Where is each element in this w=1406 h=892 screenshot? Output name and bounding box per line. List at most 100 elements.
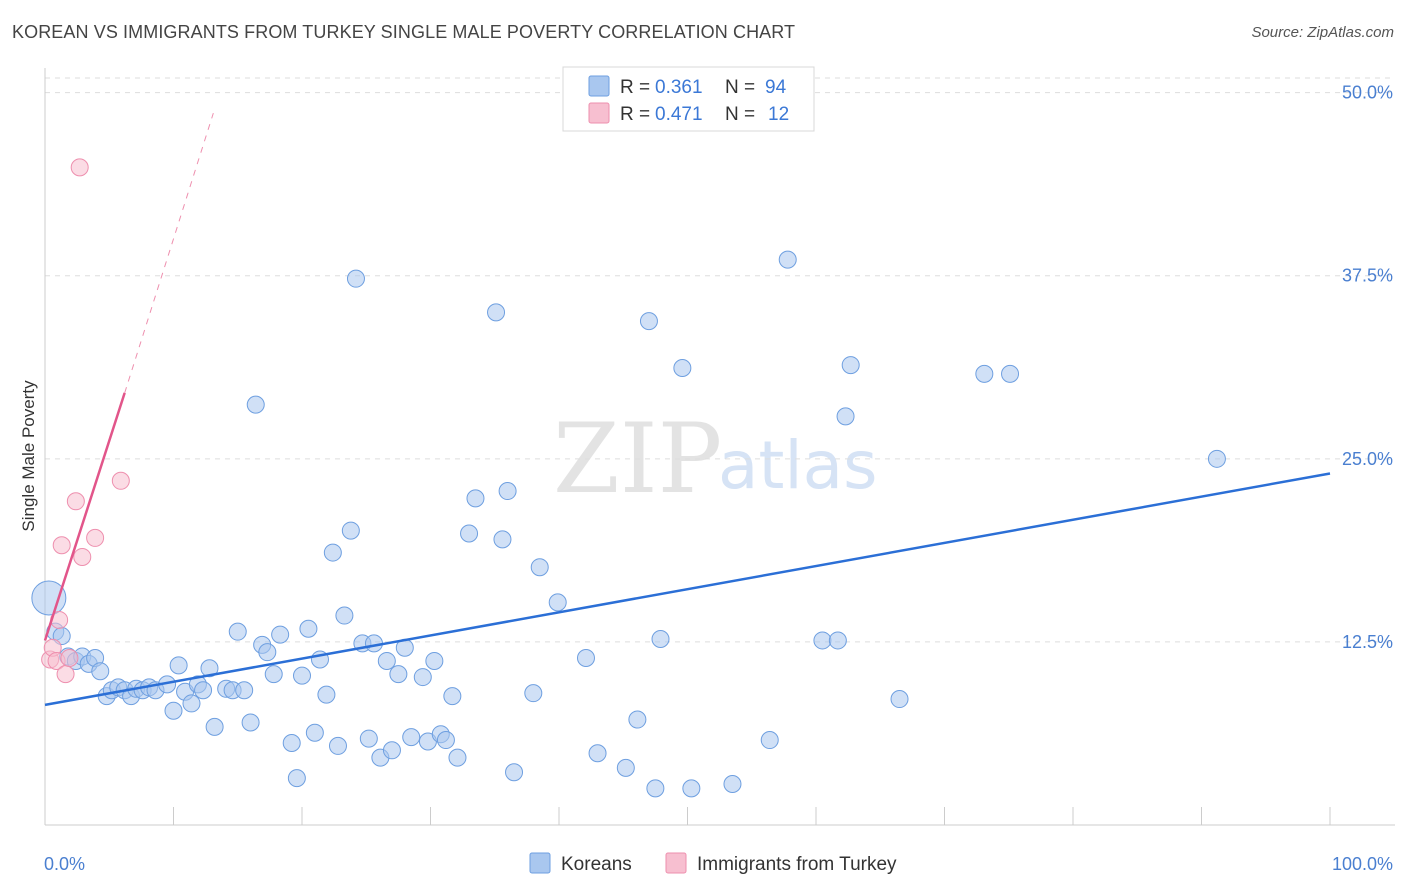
data-point-koreans xyxy=(841,356,860,375)
data-point-koreans xyxy=(346,269,365,288)
data-point-koreans xyxy=(760,731,779,750)
data-point-turkey xyxy=(66,492,85,511)
data-point-koreans xyxy=(975,364,994,383)
data-point-koreans xyxy=(548,593,567,612)
y-tick-label: 37.5% xyxy=(1342,266,1393,286)
data-point-turkey xyxy=(73,547,92,566)
data-point-koreans xyxy=(91,662,110,681)
data-point-koreans xyxy=(487,303,506,322)
legend-swatch-turkey xyxy=(588,102,610,124)
data-point-koreans xyxy=(1207,449,1226,468)
trend-line-turkey-extension xyxy=(124,113,214,394)
trend-line-koreans xyxy=(44,472,1331,707)
data-point-koreans xyxy=(443,687,462,706)
legend-swatch-koreans xyxy=(588,75,610,97)
data-point-koreans xyxy=(402,728,421,747)
data-point-koreans xyxy=(164,701,183,720)
data-point-koreans xyxy=(299,619,318,638)
data-point-koreans xyxy=(31,580,67,616)
data-point-koreans xyxy=(305,723,324,742)
data-point-koreans xyxy=(205,717,224,736)
data-point-koreans xyxy=(293,666,311,685)
legend-r-label-turkey: R = xyxy=(620,104,650,125)
source-credit: Source: ZipAtlas.com xyxy=(1251,24,1394,41)
data-point-koreans xyxy=(673,359,692,378)
y-tick-label: 25.0% xyxy=(1342,449,1393,469)
data-point-koreans xyxy=(651,629,670,648)
data-point-koreans xyxy=(828,631,847,650)
data-point-koreans xyxy=(448,748,467,767)
watermark: ZIP atlas xyxy=(553,403,878,515)
x-tick-label-max: 100.0% xyxy=(1332,854,1393,874)
data-point-turkey xyxy=(70,158,89,177)
data-point-koreans xyxy=(836,407,855,426)
data-point-koreans xyxy=(182,694,201,713)
data-point-koreans xyxy=(723,774,742,793)
data-point-turkey xyxy=(86,528,105,547)
legend-n-label-turkey: N = xyxy=(725,104,755,125)
legend-n-label-koreans: N = xyxy=(725,77,755,98)
data-point-koreans xyxy=(646,779,665,798)
data-point-koreans xyxy=(258,643,277,662)
x-tick-labels: 0.0% 100.0% xyxy=(44,854,1393,874)
data-point-koreans xyxy=(616,758,635,777)
legend-r-value-turkey: 0.471 xyxy=(655,104,703,125)
data-point-koreans xyxy=(194,681,213,700)
bottom-legend-koreans: Koreans xyxy=(561,854,632,875)
data-point-koreans xyxy=(466,489,485,508)
data-point-koreans xyxy=(639,312,658,331)
data-point-koreans xyxy=(530,558,549,577)
data-point-koreans xyxy=(169,656,188,675)
data-point-turkey xyxy=(56,665,75,684)
legend-r-label-koreans: R = xyxy=(620,77,650,98)
data-point-koreans xyxy=(682,779,701,798)
gridlines xyxy=(45,77,1395,643)
data-point-koreans xyxy=(778,250,797,269)
data-point-koreans xyxy=(890,690,909,709)
watermark-atlas: atlas xyxy=(718,427,878,504)
legend-n-value-turkey: 12 xyxy=(768,104,789,125)
data-point-koreans xyxy=(498,482,517,501)
data-point-koreans xyxy=(228,622,247,641)
data-point-koreans xyxy=(264,665,283,684)
data-point-koreans xyxy=(335,606,354,625)
chart-title: KOREAN VS IMMIGRANTS FROM TURKEY SINGLE … xyxy=(12,22,796,42)
data-point-koreans xyxy=(436,731,455,750)
data-point-koreans xyxy=(413,668,432,687)
y-tick-labels: 12.5% 25.0% 37.5% 50.0% xyxy=(1342,83,1393,652)
data-point-koreans xyxy=(576,649,595,668)
data-point-koreans xyxy=(377,651,396,670)
data-point-koreans xyxy=(389,665,408,684)
data-point-koreans xyxy=(359,729,378,748)
data-point-koreans xyxy=(382,741,401,760)
data-point-koreans xyxy=(200,659,219,678)
y-tick-label: 12.5% xyxy=(1342,632,1393,652)
x-tick-label-min: 0.0% xyxy=(44,854,85,874)
legend-n-value-koreans: 94 xyxy=(765,77,787,98)
data-point-koreans xyxy=(588,744,607,763)
data-point-koreans xyxy=(246,395,265,414)
data-point-koreans xyxy=(341,521,360,540)
data-point-koreans xyxy=(505,763,524,782)
data-point-turkey xyxy=(111,471,130,490)
data-point-koreans xyxy=(1001,364,1020,383)
y-tick-label: 50.0% xyxy=(1342,83,1393,103)
data-point-koreans xyxy=(271,625,290,644)
data-point-koreans xyxy=(287,769,306,788)
data-point-koreans xyxy=(323,543,342,562)
bottom-legend: Koreans Immigrants from Turkey xyxy=(529,852,897,875)
bottom-legend-swatch-turkey xyxy=(665,852,687,874)
data-point-koreans xyxy=(493,530,512,549)
data-point-koreans xyxy=(425,651,444,670)
data-point-koreans xyxy=(628,710,647,729)
bottom-legend-swatch-koreans xyxy=(529,852,551,874)
data-point-koreans xyxy=(235,681,254,700)
data-point-turkey xyxy=(52,536,71,555)
data-point-turkey xyxy=(60,649,79,668)
data-point-koreans xyxy=(241,713,260,732)
data-point-koreans xyxy=(328,736,347,755)
data-point-koreans xyxy=(813,631,832,650)
axes xyxy=(44,68,1395,826)
series-turkey xyxy=(41,158,130,684)
